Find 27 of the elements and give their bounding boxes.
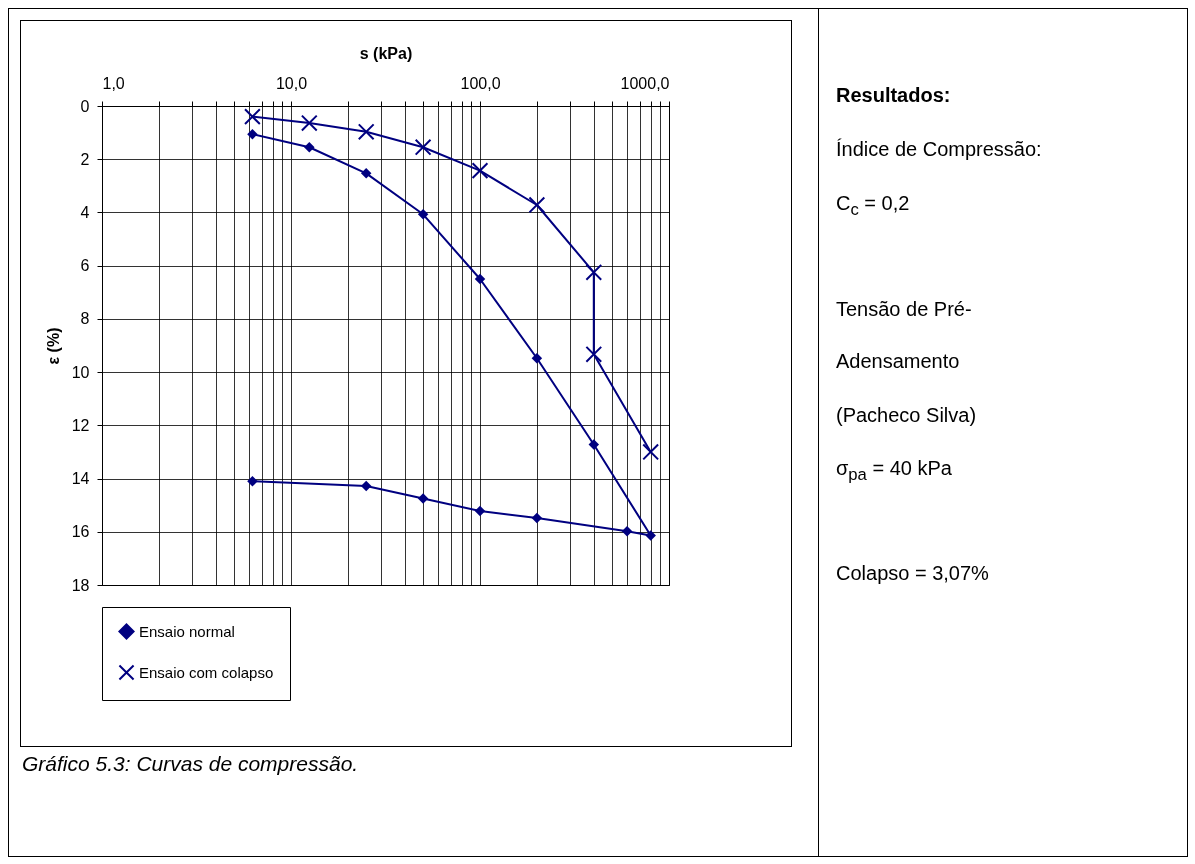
legend-label: Ensaio normal bbox=[139, 622, 235, 640]
x-axis-title: s (kPa) bbox=[359, 44, 413, 62]
y-tick-label: 6 bbox=[80, 257, 90, 275]
text: Tensão de Pré- bbox=[836, 298, 972, 321]
x-tick-label: 1000,0 bbox=[620, 74, 670, 92]
text: Gráfico 5.3: Curvas de compressão. bbox=[22, 752, 359, 776]
text: C$_{c}$ = 0,2 bbox=[836, 192, 910, 220]
y-tick-label: 14 bbox=[71, 470, 90, 488]
y-tick-label: 0 bbox=[80, 97, 90, 115]
x-tick-label: 1,0 bbox=[102, 74, 125, 92]
text: Índice de Compressão: bbox=[836, 138, 1042, 161]
y-tick-label: 2 bbox=[80, 150, 90, 168]
text: σ$_{pa}$ = 40 kPa bbox=[836, 457, 952, 485]
y-tick-label: 18 bbox=[71, 576, 90, 594]
y-tick-label: 12 bbox=[71, 416, 90, 434]
text: Resultados: bbox=[836, 84, 951, 107]
text: Adensamento bbox=[836, 350, 960, 373]
y-tick-label: 10 bbox=[71, 363, 90, 381]
y-tick-label: 8 bbox=[80, 310, 90, 328]
text: (Pacheco Silva) bbox=[836, 404, 977, 427]
y-axis-title: ε (%) bbox=[44, 327, 62, 365]
text: Colapso = 3,07% bbox=[836, 562, 989, 585]
x-tick-label: 10,0 bbox=[275, 74, 308, 92]
y-tick-label: 4 bbox=[80, 203, 90, 221]
x-tick-label: 100,0 bbox=[460, 74, 501, 92]
legend-label: Ensaio com colapso bbox=[139, 663, 274, 681]
y-tick-label: 16 bbox=[71, 523, 90, 541]
